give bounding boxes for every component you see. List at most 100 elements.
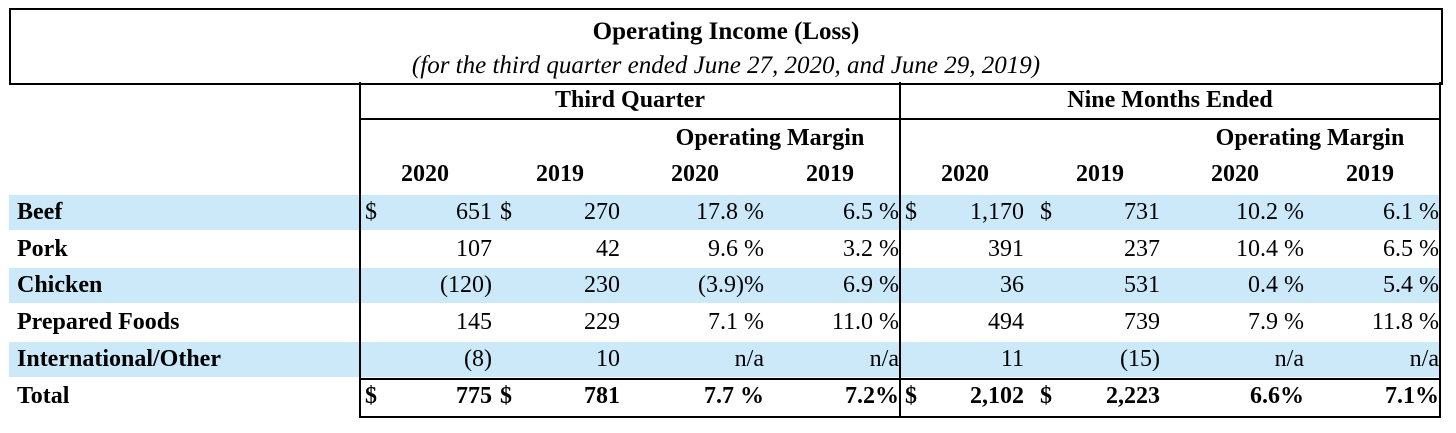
cell-tq-om-2020: 7.7 % bbox=[704, 383, 764, 409]
cell-tq-om-2019: 11.0 % bbox=[831, 309, 899, 335]
col-nm-2019: 2019 bbox=[1076, 161, 1124, 187]
cell-tq-om-2020: n/a bbox=[734, 346, 764, 372]
cell-tq-om-2019: 6.5 % bbox=[843, 199, 899, 225]
cell-nm-om-2019: 6.1 % bbox=[1383, 199, 1439, 225]
hrule-total-top bbox=[359, 378, 1441, 380]
cell-tq-om-2020: 17.8 % bbox=[696, 199, 764, 225]
cell-nm-om-2020: 10.4 % bbox=[1236, 236, 1304, 262]
table-title: Operating Income (Loss) bbox=[592, 18, 860, 45]
cell-nm-cur: $ bbox=[905, 199, 917, 225]
cell-tq-2019: 229 bbox=[584, 309, 620, 335]
row-shade-beef bbox=[9, 195, 1441, 230]
table-row: Beef $651 $270 17.8 % 6.5 % $1,170 $731 10.2 % 6… bbox=[9, 195, 1441, 230]
vrule-left bbox=[359, 82, 361, 418]
cell-nm-cur2: $ bbox=[1040, 199, 1052, 225]
group-third-quarter: Third Quarter bbox=[555, 87, 705, 113]
cell-tq-cur2 bbox=[500, 232, 520, 267]
table-row: Prepared Foods 145 229 7.1 % 11.0 % 494 739 7.9… bbox=[9, 305, 1441, 340]
row-label: International/Other bbox=[17, 346, 221, 372]
cell-tq-cur: $ bbox=[365, 199, 377, 225]
vrule-middle bbox=[899, 82, 901, 418]
table-row: International/Other (8) 10 n/a n/a 11 (15) n/a n… bbox=[9, 342, 1441, 377]
cell-tq-2020: 145 bbox=[456, 309, 492, 335]
vrule-right bbox=[1439, 82, 1441, 418]
cell-nm-cur bbox=[905, 342, 925, 377]
col-tq-2019: 2019 bbox=[536, 161, 584, 187]
col-nm-2020: 2020 bbox=[941, 161, 989, 187]
cell-tq-2020: (120) bbox=[440, 272, 492, 298]
cell-tq-om-2020: (3.9)% bbox=[698, 272, 764, 298]
cell-nm-om-2019: n/a bbox=[1409, 346, 1439, 372]
nm-operating-margin-header: Operating Margin bbox=[1215, 125, 1405, 151]
cell-nm-2020: 391 bbox=[988, 236, 1024, 262]
cell-tq-cur2: $ bbox=[500, 199, 512, 225]
col-tq-2020: 2020 bbox=[401, 161, 449, 187]
cell-nm-om-2020: n/a bbox=[1274, 346, 1304, 372]
cell-nm-cur bbox=[905, 232, 925, 267]
cell-tq-cur2: $ bbox=[500, 383, 512, 409]
cell-tq-2020: 107 bbox=[456, 236, 492, 262]
table-row: Chicken (120) 230 (3.9)% 6.9 % 36 531 0.4 % 5.4 … bbox=[9, 268, 1441, 303]
hrule-group-header bbox=[359, 118, 1441, 120]
group-nine-months: Nine Months Ended bbox=[1067, 87, 1273, 113]
cell-nm-2019: 531 bbox=[1124, 272, 1160, 298]
cell-tq-cur bbox=[365, 305, 385, 340]
cell-tq-cur bbox=[365, 268, 385, 303]
cell-tq-2020: 775 bbox=[456, 383, 492, 409]
cell-tq-2020: (8) bbox=[464, 346, 492, 372]
cell-nm-cur bbox=[905, 305, 925, 340]
hrule-bottom bbox=[359, 416, 1441, 418]
row-label: Beef bbox=[17, 199, 63, 225]
cell-nm-cur2 bbox=[1040, 232, 1060, 267]
cell-tq-2019: 781 bbox=[584, 383, 620, 409]
cell-nm-om-2019: 11.8 % bbox=[1371, 309, 1439, 335]
cell-nm-cur bbox=[905, 268, 925, 303]
row-shade-international bbox=[9, 342, 1441, 377]
col-nm-om-2019: 2019 bbox=[1346, 161, 1394, 187]
cell-nm-om-2020: 7.9 % bbox=[1248, 309, 1304, 335]
cell-nm-om-2020: 0.4 % bbox=[1248, 272, 1304, 298]
col-tq-om-2019: 2019 bbox=[806, 161, 854, 187]
cell-nm-2019: 2,223 bbox=[1106, 383, 1160, 409]
table-row: Total $775 $781 7.7 % 7.2% $2,102 $2,223 6.6% 7.… bbox=[9, 379, 1441, 414]
cell-tq-om-2019: n/a bbox=[869, 346, 899, 372]
cell-nm-om-2019: 5.4 % bbox=[1383, 272, 1439, 298]
cell-tq-cur bbox=[365, 342, 385, 377]
col-tq-om-2020: 2020 bbox=[671, 161, 719, 187]
cell-nm-2020: 11 bbox=[1000, 346, 1024, 372]
cell-nm-2020: 494 bbox=[988, 309, 1024, 335]
row-label: Prepared Foods bbox=[17, 309, 180, 335]
cell-tq-om-2019: 3.2 % bbox=[843, 236, 899, 262]
cell-tq-2019: 230 bbox=[584, 272, 620, 298]
tq-operating-margin-header: Operating Margin bbox=[675, 125, 865, 151]
cell-nm-2019: 739 bbox=[1124, 309, 1160, 335]
cell-nm-2019: 731 bbox=[1124, 199, 1160, 225]
cell-nm-om-2019: 6.5 % bbox=[1383, 236, 1439, 262]
row-label: Chicken bbox=[17, 272, 103, 298]
row-shade-chicken bbox=[9, 268, 1441, 303]
cell-nm-2019: 237 bbox=[1124, 236, 1160, 262]
cell-tq-2019: 42 bbox=[596, 236, 620, 262]
cell-nm-cur2: $ bbox=[1040, 383, 1052, 409]
cell-tq-cur2 bbox=[500, 268, 520, 303]
cell-tq-cur bbox=[365, 232, 385, 267]
cell-tq-cur2 bbox=[500, 305, 520, 340]
cell-nm-2019: (15) bbox=[1120, 346, 1160, 372]
cell-nm-om-2019: 7.1% bbox=[1385, 383, 1439, 409]
cell-tq-om-2020: 7.1 % bbox=[708, 309, 764, 335]
cell-nm-cur2 bbox=[1040, 268, 1060, 303]
cell-nm-2020: 2,102 bbox=[970, 383, 1024, 409]
cell-tq-2020: 651 bbox=[456, 199, 492, 225]
cell-tq-cur: $ bbox=[365, 383, 377, 409]
cell-nm-cur: $ bbox=[905, 383, 917, 409]
row-label: Total bbox=[17, 383, 70, 409]
cell-nm-om-2020: 10.2 % bbox=[1236, 199, 1304, 225]
cell-nm-om-2020: 6.6% bbox=[1250, 383, 1304, 409]
cell-tq-om-2019: 7.2% bbox=[845, 383, 899, 409]
row-label: Pork bbox=[17, 236, 68, 262]
cell-nm-2020: 36 bbox=[1000, 272, 1024, 298]
cell-tq-2019: 270 bbox=[584, 199, 620, 225]
table-subtitle: (for the third quarter ended June 27, 20… bbox=[411, 52, 1041, 79]
table-row: Pork 107 42 9.6 % 3.2 % 391 237 10.4 % 6.5 % bbox=[9, 232, 1441, 267]
